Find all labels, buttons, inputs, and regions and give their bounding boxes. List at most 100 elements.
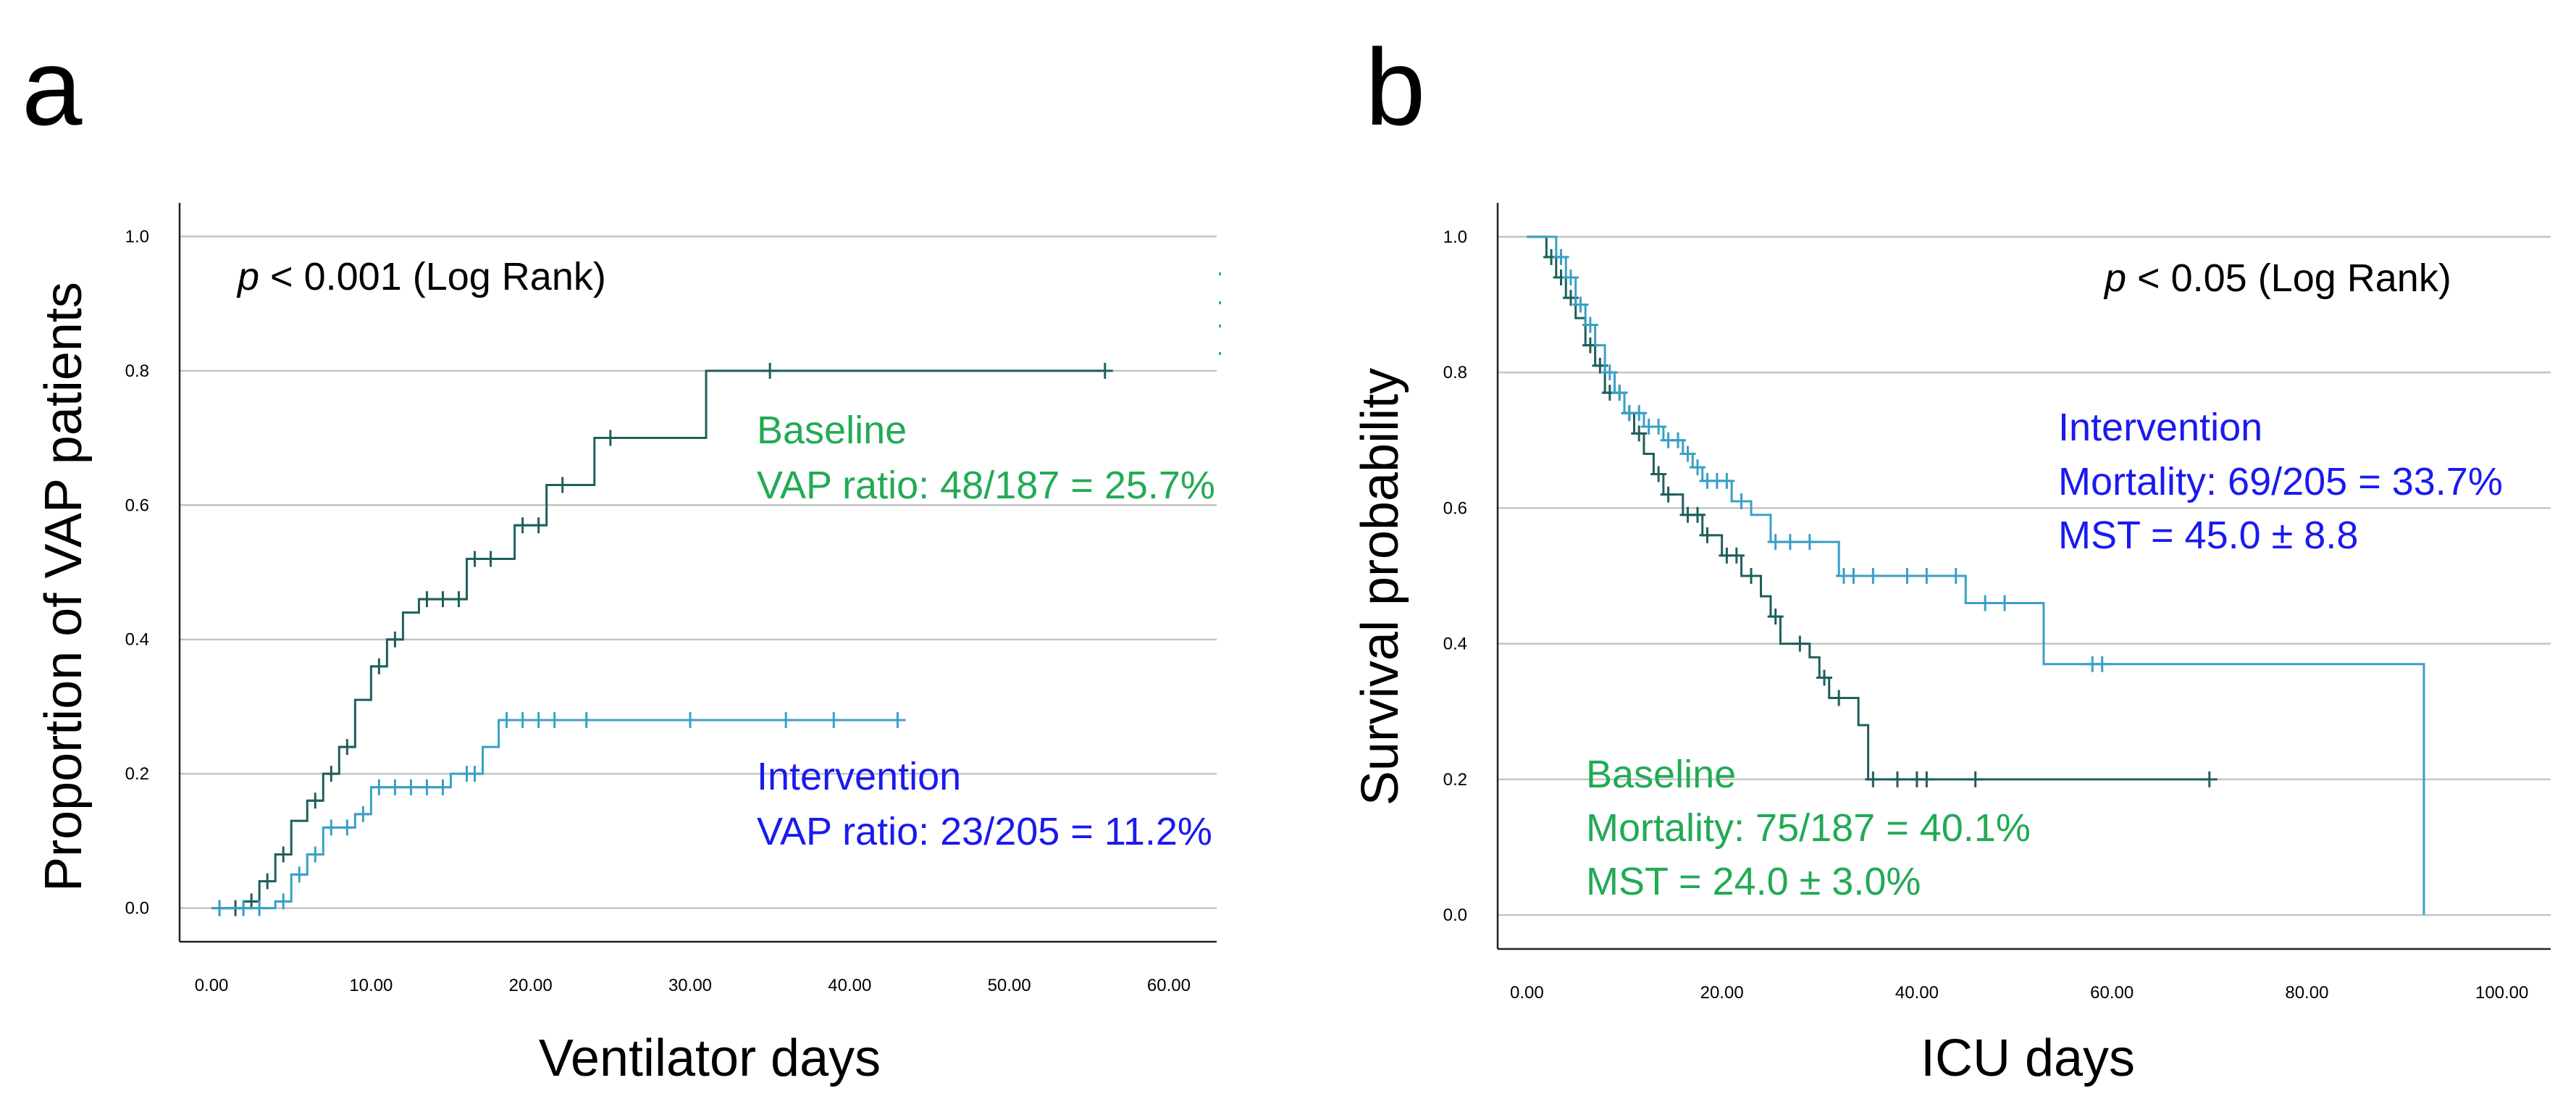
chart-b-censor-mark-intervention [1899, 568, 1916, 584]
chart-b-censor-mark-baseline [1967, 771, 1984, 787]
chart-a-censor-mark-intervention [291, 866, 308, 883]
chart-b-censor-mark-intervention [1689, 459, 1706, 476]
chart-a-ylabel: Proportion of VAP patients [35, 282, 93, 892]
chart-b-intervention-mst: MST = 45.0 ± 8.8 [2058, 514, 2358, 557]
chart-a-xtick-label: 0.00 [195, 976, 229, 995]
chart-b-censor-mark-intervention [1997, 595, 2013, 611]
chart-a-censor-mark-baseline [435, 591, 451, 608]
chart-a-ytick-label: 0.6 [125, 495, 149, 515]
chart-a-censor-mark-intervention [578, 712, 595, 728]
chart-a-censor-mark-intervention [826, 712, 842, 728]
chart-a-line-baseline [219, 369, 1105, 910]
chart-a-censor-mark-intervention [498, 712, 515, 728]
chart-b-baseline-mst: MST = 24.0 ± 3.0% [1586, 860, 1921, 903]
chart-a-censor-mark-intervention [307, 846, 324, 863]
chart-b-censor-mark-baseline [1650, 466, 1667, 482]
chart-b-baseline-title: Baseline [1586, 753, 1736, 796]
chart-b-xticks: 0.00 20.00 40.00 60.00 80.00 100.00 [1510, 983, 2528, 1003]
chart-a-censor-mark-baseline [602, 430, 618, 446]
chart-a-censor-mark-intervention [546, 712, 563, 728]
chart-b-series-baseline [1527, 235, 2218, 787]
chart-a-censor-mark-intervention [419, 779, 435, 795]
chart-b-ylabel: Survival probability [1351, 368, 1409, 806]
chart-a-gridlines [180, 235, 1217, 909]
chart-b-censor-mark-baseline [1918, 771, 1935, 787]
chart-a-baseline-ratio: VAP ratio: 48/187 = 25.7% [757, 464, 1215, 507]
chart-b-censor-mark-intervention [1767, 534, 1784, 551]
chart-b-ytick-label: 1.0 [1443, 227, 1467, 247]
chart-b-censor-mark-baseline [1792, 635, 1808, 652]
chart-a-series-intervention [211, 712, 906, 916]
chart-a-censor-mark-baseline [387, 631, 403, 648]
chart-a-censor-mark-intervention [387, 779, 403, 795]
chart-a-censor-mark-baseline [323, 766, 340, 782]
chart-a-ytick-label: 0.8 [125, 361, 149, 381]
chart-a-censor-mark-baseline [371, 658, 387, 674]
chart-b-censor-mark-intervention [1650, 419, 1667, 435]
chart-a-censor-mark-baseline [1096, 362, 1113, 379]
chart-a-censor-mark-intervention [339, 819, 356, 836]
chart-b-intervention-mortality: Mortality: 69/205 = 33.7% [2058, 460, 2503, 503]
chart-a-censor-mark-intervention [889, 712, 906, 728]
chart-a-xlabel: Ventilator days [539, 1029, 881, 1087]
chart-b-censor-mark-intervention [1631, 405, 1648, 422]
chart-a-censor-mark-intervention [466, 766, 483, 782]
chart-a-annotation: p < 0.001 (Log Rank) [236, 255, 606, 298]
chart-b-censor-mark-intervention [1947, 568, 1964, 584]
chart-b-censor-mark-intervention [1801, 534, 1818, 551]
chart-a-censor-mark-baseline [530, 517, 547, 534]
chart-b: 0.00 20.00 40.00 60.00 80.00 100.00 0.0 0.2 0.4… [1351, 203, 2551, 1087]
chart-b-baseline-mortality: Mortality: 75/187 = 40.1% [1586, 806, 2031, 850]
chart-b-intervention-title: Intervention [2058, 406, 2262, 449]
chart-a-censor-mark-baseline [339, 739, 356, 756]
chart-b-censor-mark-baseline [1631, 425, 1648, 442]
chart-a-censor-mark-intervention [275, 893, 292, 910]
chart-b-ytick-label: 0.2 [1443, 770, 1467, 790]
chart-b-censor-mark-intervention [2094, 656, 2110, 672]
chart-a-censor-mark-baseline [419, 591, 435, 608]
chart-b-censor-mark-intervention [1572, 296, 1589, 313]
panel-letter-a: a [22, 26, 83, 148]
chart-b-ytick-label: 0.4 [1443, 635, 1467, 654]
chart-b-ytick-label: 0.0 [1443, 906, 1467, 925]
chart-a-censor-mark-intervention [403, 779, 419, 795]
chart-b-yticks: 0.0 0.2 0.4 0.6 0.8 1.0 [1443, 227, 1467, 925]
chart-a-xtick-label: 10.00 [349, 976, 393, 995]
chart-a-ytick-label: 0.4 [125, 630, 149, 650]
chart-b-censor-mark-intervention [1719, 472, 1735, 489]
chart-b-censor-mark-intervention [1918, 568, 1935, 584]
chart-a-legend-fragment [1219, 272, 1221, 355]
chart-a-censor-mark-intervention [371, 779, 387, 795]
chart-b-axes [1496, 203, 2551, 950]
chart-a-censor-mark-intervention [211, 900, 228, 916]
chart-a-xticks: 0.00 10.00 20.00 30.00 40.00 50.00 60.00 [195, 976, 1191, 995]
chart-b-censor-mark-baseline [1728, 547, 1745, 564]
chart-b-ytick-label: 0.6 [1443, 498, 1467, 518]
chart-b-xtick-label: 60.00 [2090, 983, 2134, 1003]
chart-a-censor-mark-intervention [435, 779, 451, 795]
chart-a-xtick-label: 40.00 [828, 976, 871, 995]
chart-b-xtick-label: 80.00 [2285, 983, 2328, 1003]
chart-a-annotation-italic: p [236, 255, 259, 298]
chart-b-annotation-italic: p [2103, 256, 2126, 300]
chart-b-censor-mark-intervention [1553, 248, 1569, 265]
chart-a-censor-mark-baseline [243, 893, 260, 910]
chart-a-ytick-label: 0.0 [125, 899, 149, 919]
chart-a-censor-mark-baseline [307, 793, 324, 809]
chart-a-censor-mark-baseline [259, 873, 276, 890]
chart-b-censor-mark-intervention [1733, 493, 1750, 509]
chart-b-censor-mark-baseline [1889, 771, 1905, 787]
chart-b-censor-mark-baseline [1816, 669, 1833, 686]
chart-b-censor-mark-intervention [1582, 317, 1598, 333]
chart-a-censor-mark-intervention [235, 900, 252, 916]
chart-a-censor-mark-baseline [554, 477, 571, 493]
chart-a-censor-mark-intervention [251, 900, 268, 916]
chart-b-censor-mark-baseline [2201, 771, 2218, 787]
chart-b-censor-mark-intervention [1977, 595, 1994, 611]
chart-b-censor-mark-intervention [1865, 568, 1881, 584]
chart-a-censor-mark-baseline [275, 846, 292, 863]
chart-a-censor-mark-intervention [530, 712, 547, 728]
chart-b-xtick-label: 20.00 [1700, 983, 1744, 1003]
chart-b-censor-mark-baseline [1689, 506, 1706, 523]
chart-a-intervention-title: Intervention [757, 755, 961, 798]
